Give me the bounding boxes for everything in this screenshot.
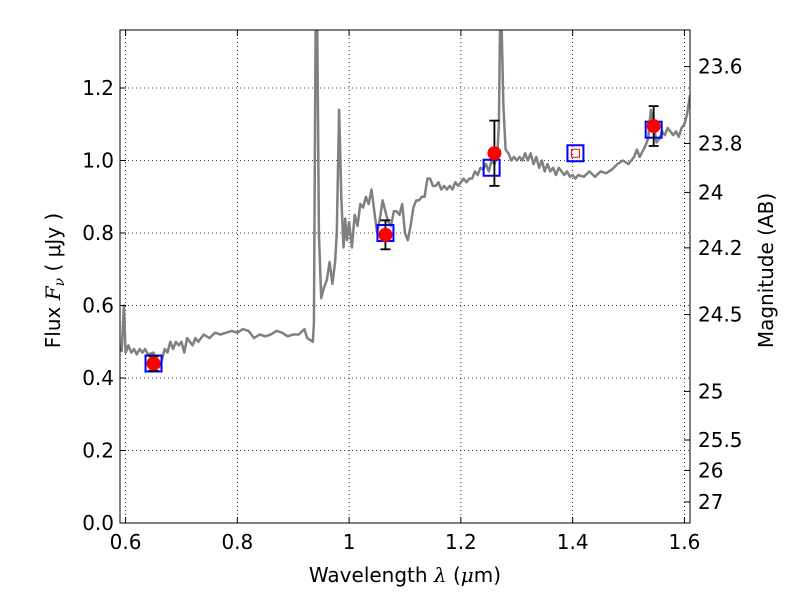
x-tick-label: 1.2 [445, 530, 477, 554]
x-tick-label: 0.8 [221, 530, 253, 554]
y-tick-label: 0.8 [82, 221, 114, 245]
y-axis-label: Flux Fν ( μJy ) [41, 213, 68, 348]
y-tick-label: 0.4 [82, 366, 114, 390]
model-box-marker [566, 144, 585, 163]
y2-tick-label: 23.6 [698, 55, 743, 79]
x-axis-label: Wavelength λ (μm) [309, 563, 501, 587]
y2-tick-label: 25 [698, 379, 723, 403]
y-tick-label: 0.0 [82, 511, 114, 535]
y2-axis-label: Magnitude (AB) [754, 193, 778, 348]
y2-tick-label: 24.5 [698, 303, 743, 327]
grid-lines [120, 30, 690, 524]
x-tick-label: 0.6 [110, 530, 142, 554]
x-tick-label: 1.6 [669, 530, 701, 554]
y-tick-label: 1.0 [82, 149, 114, 173]
y-tick-label: 0.6 [82, 294, 114, 318]
y2-tick-label: 23.8 [698, 131, 743, 155]
series-layer [120, 30, 690, 369]
x-tick-label: 1 [343, 530, 356, 554]
observed-point [378, 227, 393, 242]
y2-tick-label: 27 [698, 490, 723, 514]
y2-tick-label: 25.5 [698, 428, 743, 452]
y2-tick-label: 26 [698, 458, 723, 482]
plot-frame [119, 29, 691, 524]
observed-point [646, 119, 661, 134]
photometry-markers [144, 105, 663, 373]
open-square-marker [570, 148, 580, 158]
x-tick-label: 1.4 [557, 530, 589, 554]
axis-ticks: 0.6 0.8 1 1.2 1.4 1.6 0.0 0.2 0.4 0.6 0.8 1.0 1.2 23.… [82, 30, 743, 554]
model-box-marker [482, 158, 501, 177]
observed-point [487, 146, 502, 161]
y-tick-label: 1.2 [82, 76, 114, 100]
y2-tick-label: 24 [698, 180, 723, 204]
y-tick-label: 0.2 [82, 439, 114, 463]
y2-tick-label: 24.2 [698, 236, 743, 260]
observed-point [146, 356, 161, 371]
spectrum-line [120, 30, 690, 369]
